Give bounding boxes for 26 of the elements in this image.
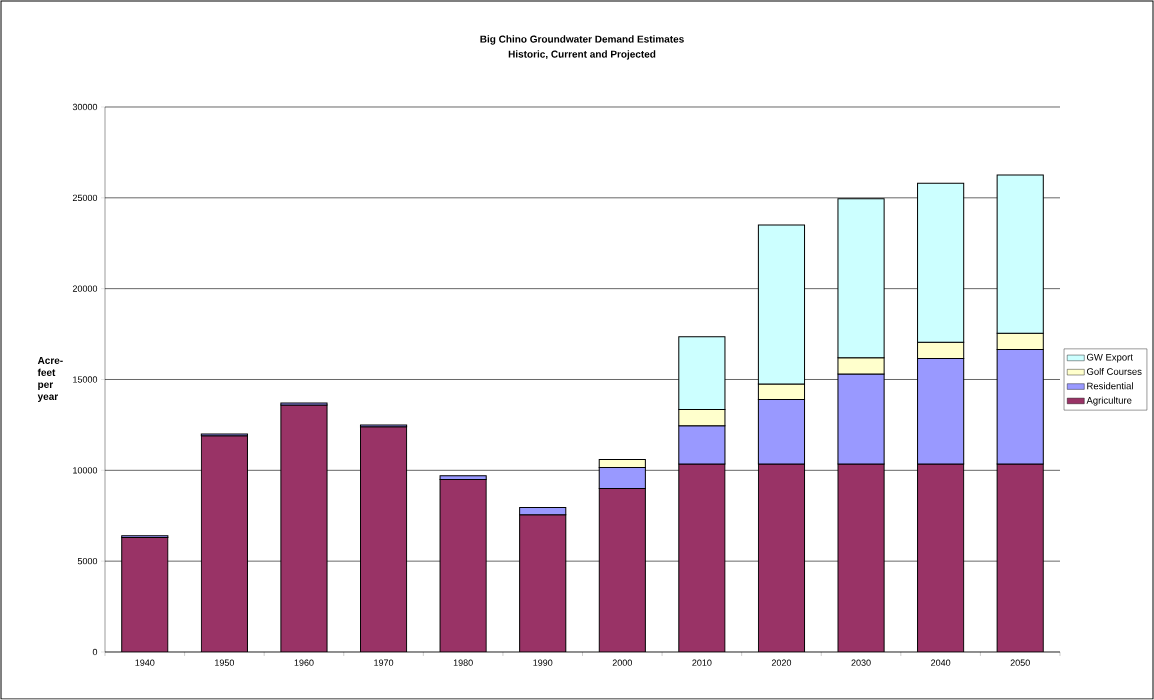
y-axis-title: Acre-feet per year	[37, 357, 63, 402]
x-tick-label: 1990	[533, 659, 553, 666]
legend-label: Golf Courses	[1086, 367, 1142, 375]
legend-label: Agriculture	[1086, 396, 1132, 406]
x-tick-label: 1960	[294, 659, 314, 666]
y-tick-label: 20000	[72, 285, 98, 292]
x-tick-label: 2010	[692, 659, 712, 666]
y-tick-label: 15000	[73, 376, 98, 383]
chart-title: Big Chino Groundwater Demand Estimates	[480, 35, 684, 45]
x-tick-label: 2020	[771, 659, 792, 666]
x-tick-label: 1970	[374, 659, 394, 666]
chart-subtitle: Historic, Current and Projected	[508, 50, 656, 60]
x-tick-label: 2040	[931, 659, 951, 666]
legend-label: Residential	[1087, 382, 1133, 390]
x-tick-label: 1950	[215, 659, 235, 666]
x-tick-label: 1940	[135, 659, 155, 666]
x-tick-label: 2000	[612, 659, 632, 666]
y-tick-label: 0	[92, 648, 98, 656]
x-tick-label: 1980	[453, 659, 473, 666]
y-tick-label: 30000	[72, 103, 98, 111]
x-tick-label: 2030	[851, 659, 871, 666]
y-tick-label: 25000	[72, 194, 98, 202]
y-tick-label: 5000	[77, 557, 98, 565]
legend-label: GW Export	[1086, 353, 1133, 363]
y-tick-label: 10000	[73, 467, 98, 474]
x-tick-label: 2050	[1010, 659, 1030, 666]
